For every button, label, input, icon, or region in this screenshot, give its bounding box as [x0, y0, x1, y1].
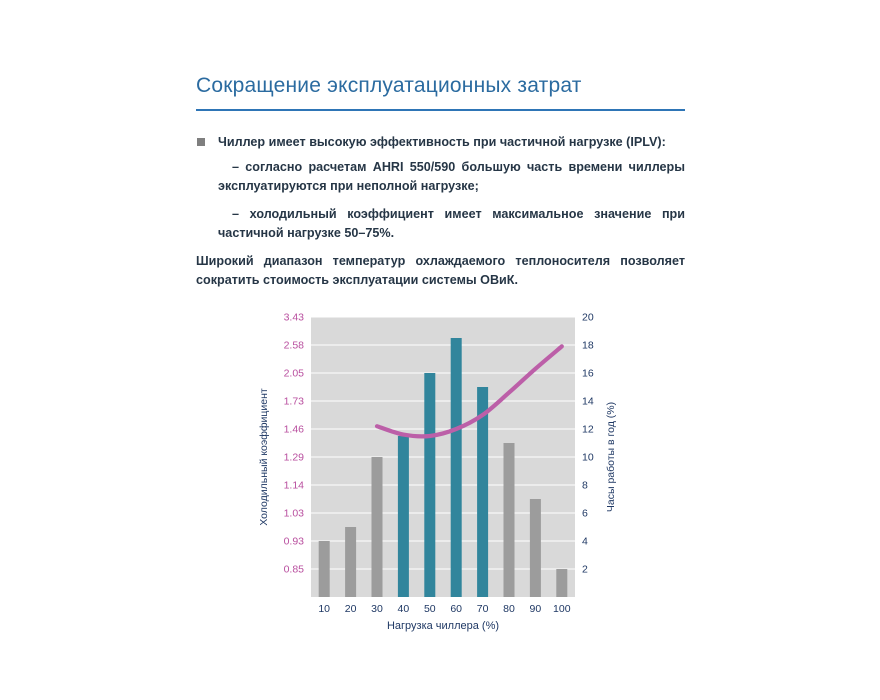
cop-line: [374, 344, 564, 439]
svg-text:20: 20: [582, 311, 594, 323]
bar-30: [371, 456, 382, 597]
svg-text:18: 18: [582, 339, 594, 351]
svg-text:2.58: 2.58: [283, 339, 304, 351]
svg-text:0.85: 0.85: [283, 563, 304, 575]
svg-text:4: 4: [582, 535, 588, 547]
svg-text:2: 2: [582, 563, 588, 575]
bar-40: [397, 435, 409, 597]
svg-text:50: 50: [423, 603, 435, 615]
document-page: Сокращение эксплуатационных затрат Чилле…: [196, 74, 685, 641]
svg-text:2.05: 2.05: [283, 367, 304, 379]
bar-90: [529, 498, 541, 597]
chart-block: 3.43 2.58 2.05 1.73 1.46 1.29 1.14 1.03 0.93 0.85…: [196, 309, 685, 641]
x-axis-label: Нагрузка чиллера (%): [386, 620, 498, 632]
title-underline: [196, 109, 685, 111]
svg-text:30: 30: [371, 603, 383, 615]
svg-text:3.43: 3.43: [283, 311, 304, 323]
svg-text:1.73: 1.73: [283, 395, 304, 407]
x-axis-ticks: 10 20 30 40 50 60 70 80 90 100: [318, 603, 570, 615]
svg-text:12: 12: [582, 423, 594, 435]
svg-text:1.14: 1.14: [283, 479, 304, 491]
svg-text:1.46: 1.46: [283, 423, 304, 435]
bullet-square-icon: [197, 138, 205, 146]
svg-text:8: 8: [582, 479, 588, 491]
bar-100: [555, 568, 567, 597]
sub-item-2: – холодильный коэффициент имеет максимал…: [218, 207, 685, 240]
page-title: Сокращение эксплуатационных затрат: [196, 74, 582, 97]
svg-text:80: 80: [503, 603, 515, 615]
svg-text:10: 10: [582, 451, 594, 463]
bar-80: [503, 442, 514, 597]
svg-text:90: 90: [529, 603, 541, 615]
svg-text:14: 14: [582, 395, 594, 407]
bar-10: [318, 540, 330, 597]
bar-50: [423, 372, 435, 597]
bullet-text: Чиллер имеет высокую эффективность при ч…: [218, 135, 666, 149]
svg-text:6: 6: [582, 507, 588, 519]
svg-text:0.93: 0.93: [283, 535, 304, 547]
svg-text:16: 16: [582, 367, 594, 379]
svg-text:100: 100: [553, 603, 571, 615]
svg-text:40: 40: [397, 603, 409, 615]
right-axis-label: Часы работы в год (%): [605, 402, 617, 512]
left-axis-label: Холодильный коэффициент: [258, 388, 270, 526]
right-axis-ticks: 20 18 16 14 12 10 8 6 4 2: [582, 311, 594, 575]
svg-text:1.29: 1.29: [283, 451, 304, 463]
svg-text:70: 70: [476, 603, 488, 615]
left-axis-ticks: 3.43 2.58 2.05 1.73 1.46 1.29 1.14 1.03 0.93 0.85: [283, 311, 304, 575]
cop-hours-chart: 3.43 2.58 2.05 1.73 1.46 1.29 1.14 1.03 0.93 0.85…: [258, 311, 617, 632]
paragraph: Широкий диапазон температур охлаждаемого…: [196, 253, 685, 288]
bar-20: [344, 526, 356, 597]
bars: [318, 337, 567, 597]
bar-60: [450, 337, 462, 597]
sub-item-1: – согласно расчетам AHRI 550/590 большую…: [218, 160, 685, 194]
svg-text:10: 10: [318, 603, 330, 615]
svg-text:1.03: 1.03: [283, 507, 304, 519]
svg-text:60: 60: [450, 603, 462, 615]
bar-70: [476, 386, 488, 597]
svg-text:20: 20: [344, 603, 356, 615]
bullet-item: Чиллер имеет высокую эффективность при ч…: [196, 133, 685, 151]
